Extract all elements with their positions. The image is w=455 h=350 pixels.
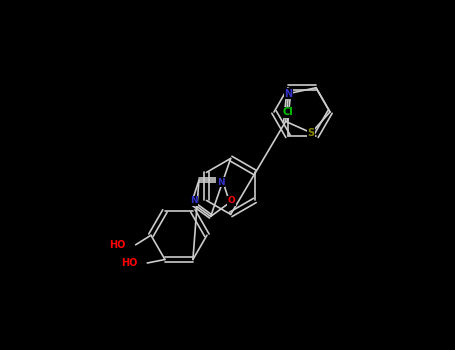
Text: N: N	[190, 196, 197, 205]
Text: N: N	[217, 178, 224, 187]
Text: HO: HO	[121, 258, 137, 268]
Text: O: O	[228, 196, 236, 205]
Text: Cl: Cl	[283, 107, 293, 117]
Text: HO: HO	[109, 240, 126, 250]
Text: N: N	[284, 89, 293, 99]
Text: S: S	[308, 128, 315, 138]
